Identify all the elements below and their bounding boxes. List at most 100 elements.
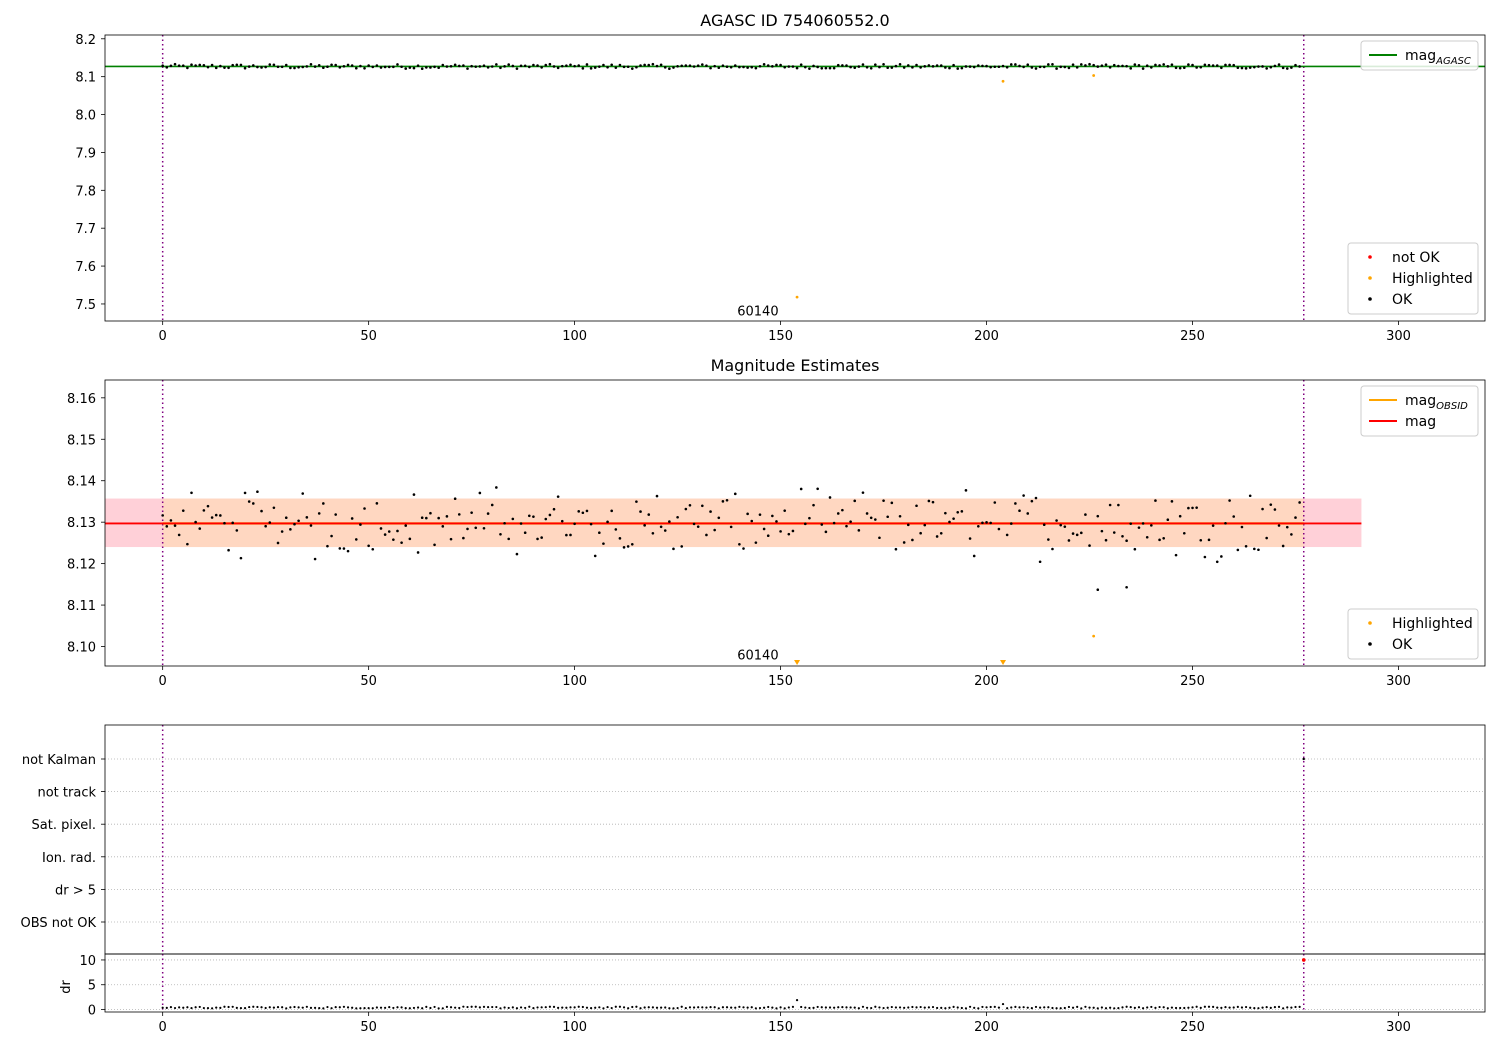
ok-point [210, 516, 214, 519]
ok-point [754, 66, 758, 70]
ok-point [923, 523, 927, 527]
ok-point [1121, 64, 1124, 68]
ok-point [968, 65, 972, 68]
dr-point [1191, 1006, 1194, 1009]
ok-point [449, 537, 453, 541]
ok-point [701, 63, 704, 66]
ok-point [1034, 496, 1038, 500]
ok-point [602, 63, 605, 67]
ok-point [284, 516, 288, 520]
ok-point [1294, 63, 1297, 67]
dr-point [449, 1006, 453, 1009]
ok-point [214, 66, 218, 70]
ok-point [585, 509, 589, 513]
ok-point [972, 65, 976, 69]
ok-point [280, 530, 284, 533]
dr-point [466, 1005, 469, 1009]
ok-point [647, 63, 651, 67]
ok-point [486, 512, 490, 515]
panel-agasc: AGASC ID 754060552.0 60140 0 50 100 150 200 250… [75, 11, 1486, 344]
ok-point [1191, 63, 1194, 67]
dr-point [936, 1006, 939, 1010]
dr-point [313, 1006, 317, 1009]
ok-point [536, 537, 539, 541]
ok-point [573, 522, 576, 526]
legend-label-main: Highlighted [1392, 271, 1473, 287]
ok-point [1112, 531, 1116, 534]
ok-point [622, 65, 626, 69]
ok-point [618, 63, 622, 67]
x-tick-label: 0 [159, 1020, 167, 1035]
dr-point [1257, 1007, 1260, 1010]
obsid-label: 60140 [737, 649, 778, 664]
ok-point [647, 513, 651, 516]
ok-point [1277, 524, 1281, 527]
ok-point [338, 66, 342, 69]
ok-point [210, 63, 214, 67]
ok-point [733, 64, 737, 67]
ok-point [445, 515, 449, 518]
ok-point [1145, 64, 1149, 68]
ok-point [902, 541, 906, 544]
dr-point [705, 1006, 708, 1009]
x-tick-label: 150 [768, 674, 793, 689]
dr-point [1014, 1005, 1017, 1008]
ok-point [968, 537, 972, 540]
dr-red-point [1301, 958, 1306, 962]
ok-point [911, 66, 914, 69]
ok-point [1290, 533, 1293, 536]
ok-point [738, 543, 741, 546]
ok-point [523, 64, 527, 68]
y-tick-label: 8.11 [67, 599, 96, 614]
ok-point [359, 523, 362, 526]
ok-point [791, 65, 795, 68]
y-tick-label: 5 [88, 979, 96, 994]
ok-point [1125, 585, 1128, 589]
ok-point [602, 542, 605, 545]
dr-point [1203, 1005, 1206, 1008]
dr-point [169, 1006, 173, 1009]
ok-point [354, 66, 358, 70]
ok-point [836, 63, 840, 67]
ok-point [482, 526, 486, 530]
ok-point [412, 66, 416, 70]
dr-point [425, 1005, 428, 1008]
ok-point [260, 509, 263, 513]
dr-point [173, 1006, 177, 1010]
ok-point [692, 522, 696, 526]
ok-point [803, 522, 807, 526]
ok-point [803, 65, 807, 69]
ok-point [330, 534, 333, 538]
legend-label: mag [1405, 414, 1436, 430]
ok-point [1137, 64, 1141, 67]
dr-point [478, 1006, 481, 1009]
x-tick-label: 150 [768, 1020, 793, 1035]
ok-point [1158, 64, 1161, 67]
panel-flags: not Kalman not track Sat. pixel. Ion. rad. d… [21, 724, 1486, 955]
ok-point [598, 531, 601, 534]
ok-point [771, 65, 774, 68]
ok-point [322, 66, 325, 69]
ok-point [462, 64, 465, 67]
dr-point [602, 1007, 605, 1010]
ok-point [853, 66, 857, 70]
ok-point [948, 66, 951, 70]
dr-point [861, 1005, 865, 1008]
ok-point [746, 512, 749, 516]
legend-label-main: mag [1405, 393, 1436, 409]
ok-point [997, 65, 1001, 69]
ok-point [816, 487, 819, 491]
ok-point [169, 64, 173, 68]
ok-point [598, 65, 601, 68]
ok-point [1207, 538, 1211, 542]
ok-point [346, 549, 350, 553]
ok-point [1079, 63, 1083, 66]
dr-point [202, 1006, 205, 1010]
ok-point [1005, 533, 1009, 537]
dr-point [219, 1006, 222, 1009]
dr-point [182, 1006, 185, 1009]
ok-point [1030, 66, 1034, 69]
ok-point [527, 65, 531, 69]
ok-point [416, 64, 420, 67]
